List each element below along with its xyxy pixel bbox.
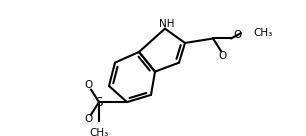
Text: O: O — [219, 51, 227, 61]
Text: CH₃: CH₃ — [253, 28, 273, 38]
Text: O: O — [85, 114, 93, 124]
Text: NH: NH — [159, 19, 175, 29]
Text: O: O — [85, 80, 93, 90]
Text: CH₃: CH₃ — [89, 128, 109, 136]
Text: S: S — [95, 96, 103, 109]
Text: O: O — [233, 30, 241, 40]
